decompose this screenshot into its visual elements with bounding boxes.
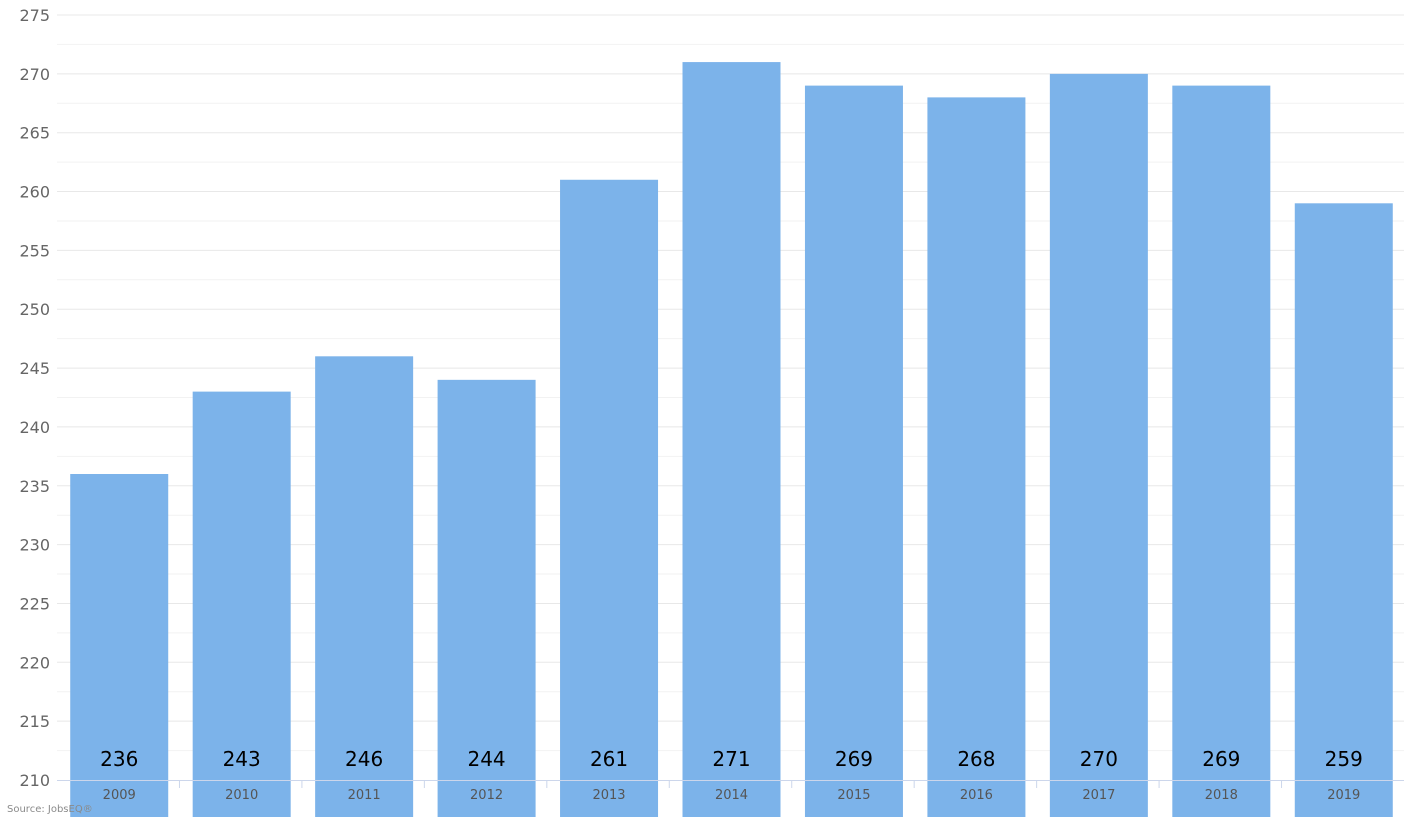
- x-tick-label-2016: 2016: [960, 788, 993, 803]
- data-label-2012: 244: [467, 747, 505, 771]
- y-tick-label-255: 255: [19, 241, 50, 260]
- x-tick-label-2010: 2010: [225, 788, 258, 803]
- y-tick-label-270: 270: [19, 65, 50, 84]
- x-tick-label-2018: 2018: [1205, 788, 1238, 803]
- y-tick-label-215: 215: [19, 712, 50, 731]
- bars: [70, 62, 1393, 817]
- x-tick-label-2014: 2014: [715, 788, 748, 803]
- x-tick-label-2017: 2017: [1082, 788, 1115, 803]
- y-tick-label-210: 210: [19, 771, 50, 790]
- y-tick-label-250: 250: [19, 300, 50, 319]
- bar-2012: [437, 379, 536, 817]
- x-tick-label-2009: 2009: [103, 788, 136, 803]
- x-tick-label-2019: 2019: [1327, 788, 1360, 803]
- y-tick-label-230: 230: [19, 536, 50, 555]
- data-label-2018: 269: [1202, 747, 1240, 771]
- y-tick-label-245: 245: [19, 359, 50, 378]
- x-tick-label-2015: 2015: [837, 788, 870, 803]
- bar-2015: [804, 85, 903, 817]
- data-label-2017: 270: [1080, 747, 1118, 771]
- data-label-2015: 269: [835, 747, 873, 771]
- data-labels: 236 243 246 244 261 271 269 268 270 269 259: [100, 747, 1363, 771]
- y-tick-label-275: 275: [19, 6, 50, 25]
- bar-2010: [192, 391, 291, 817]
- y-tick-label-265: 265: [19, 124, 50, 143]
- bar-2013: [560, 179, 659, 817]
- data-label-2009: 236: [100, 747, 138, 771]
- y-tick-label-235: 235: [19, 477, 50, 496]
- x-tick-label-2011: 2011: [348, 788, 381, 803]
- bar-2019: [1294, 203, 1393, 817]
- data-label-2014: 271: [712, 747, 750, 771]
- data-label-2010: 243: [223, 747, 261, 771]
- data-label-2016: 268: [957, 747, 995, 771]
- data-label-2013: 261: [590, 747, 628, 771]
- y-tick-label-225: 225: [19, 594, 50, 613]
- y-tick-label-260: 260: [19, 183, 50, 202]
- data-label-2019: 259: [1325, 747, 1363, 771]
- x-tick-label-2013: 2013: [592, 788, 625, 803]
- source-credit: Source: JobsEQ®: [7, 804, 93, 815]
- bar-2017: [1049, 73, 1148, 817]
- x-axis: 2009 2010 2011 2012 2013 2014 2015 2016 2017 2018…: [57, 780, 1404, 803]
- y-tick-label-240: 240: [19, 418, 50, 437]
- bar-2009: [70, 474, 169, 817]
- bar-2016: [927, 97, 1026, 817]
- data-label-2011: 246: [345, 747, 383, 771]
- y-tick-label-220: 220: [19, 653, 50, 672]
- bar-2018: [1172, 85, 1271, 817]
- x-tick-label-2012: 2012: [470, 788, 503, 803]
- bar-2014: [682, 62, 781, 817]
- y-axis: 210 215 220 225 230 235 240 245 250 255 260 265 270 2…: [19, 6, 50, 790]
- bar-2011: [315, 356, 414, 817]
